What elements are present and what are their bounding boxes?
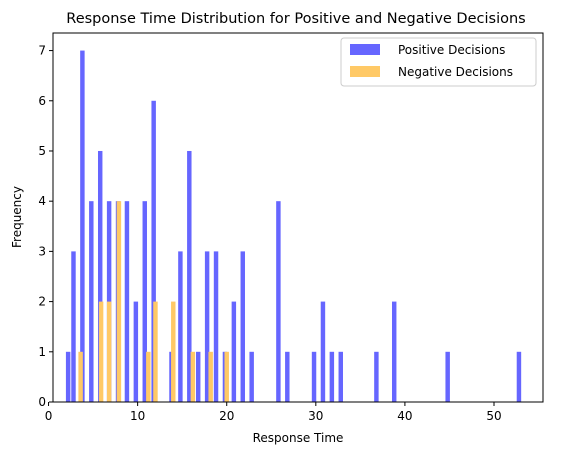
positive-bar-0 (65, 351, 71, 402)
positive-bar-3 (89, 201, 94, 402)
bars-layer (65, 50, 522, 402)
positive-bar-23 (311, 351, 317, 402)
positive-bar-14 (195, 351, 201, 402)
positive-bar-26 (338, 351, 343, 402)
positive-bar-18 (231, 301, 237, 402)
positive-bar-10 (151, 100, 156, 402)
negative-bar-0 (78, 351, 83, 402)
positive-bar-16 (213, 251, 219, 402)
ticks-layer: 0 10 20 30 40 50 0 1 2 3 4 5 6 7 (38, 44, 501, 423)
y-tick-label: 6 (38, 94, 46, 108)
legend-swatch-negative (350, 66, 380, 77)
legend-label-negative: Negative Decisions (398, 65, 513, 79)
negative-bar-9 (224, 351, 229, 402)
positive-bar-28 (391, 301, 397, 402)
y-tick-label: 2 (38, 295, 46, 309)
positive-bar-19 (240, 251, 245, 402)
negative-bar-5 (153, 301, 158, 402)
y-tick-label: 1 (38, 345, 46, 359)
positive-bar-20 (249, 351, 254, 402)
negative-bar-8 (208, 351, 213, 402)
negative-bar-6 (171, 301, 176, 402)
positive-bar-12 (178, 251, 183, 402)
positive-bar-15 (204, 251, 210, 402)
legend-label-positive: Positive Decisions (398, 43, 505, 57)
positive-bar-4 (97, 150, 103, 402)
negative-bar-2 (106, 301, 112, 402)
positive-bar-2 (80, 50, 85, 402)
positive-bar-27 (374, 351, 379, 402)
y-tick-label: 0 (38, 395, 46, 409)
x-tick-label: 0 (45, 409, 53, 423)
legend-box (340, 37, 537, 87)
x-tick-label: 20 (219, 409, 234, 423)
negative-bar-4 (146, 351, 151, 402)
y-tick-label: 5 (38, 144, 46, 158)
positive-bar-29 (445, 351, 450, 402)
positive-bar-25 (329, 351, 335, 402)
y-tick-label: 7 (38, 44, 46, 58)
positive-bar-7 (124, 201, 130, 402)
positive-bar-24 (320, 301, 326, 402)
x-tick-label: 50 (486, 409, 501, 423)
positive-bar-8 (133, 301, 139, 402)
positive-bar-30 (516, 351, 522, 402)
chart-title: Response Time Distribution for Positive … (66, 11, 525, 27)
positive-bar-13 (187, 150, 192, 402)
positive-bar-9 (142, 201, 147, 402)
positive-bar-1 (71, 251, 76, 402)
plot-frame (52, 32, 544, 403)
legend: Positive Decisions Negative Decisions (340, 37, 537, 87)
x-tick-label: 10 (130, 409, 145, 423)
negative-bar-3 (116, 201, 122, 402)
negative-bar-1 (98, 301, 104, 402)
negative-bar-7 (190, 351, 196, 402)
y-axis-label: Frequency (10, 186, 24, 248)
legend-swatch-positive (350, 44, 380, 55)
y-tick-label: 4 (38, 194, 46, 208)
x-tick-label: 30 (308, 409, 323, 423)
positive-bar-22 (285, 351, 290, 402)
y-tick-label: 3 (38, 244, 46, 258)
x-tick-label: 40 (397, 409, 412, 423)
positive-bar-21 (276, 201, 281, 402)
x-axis-label: Response Time (253, 431, 344, 445)
